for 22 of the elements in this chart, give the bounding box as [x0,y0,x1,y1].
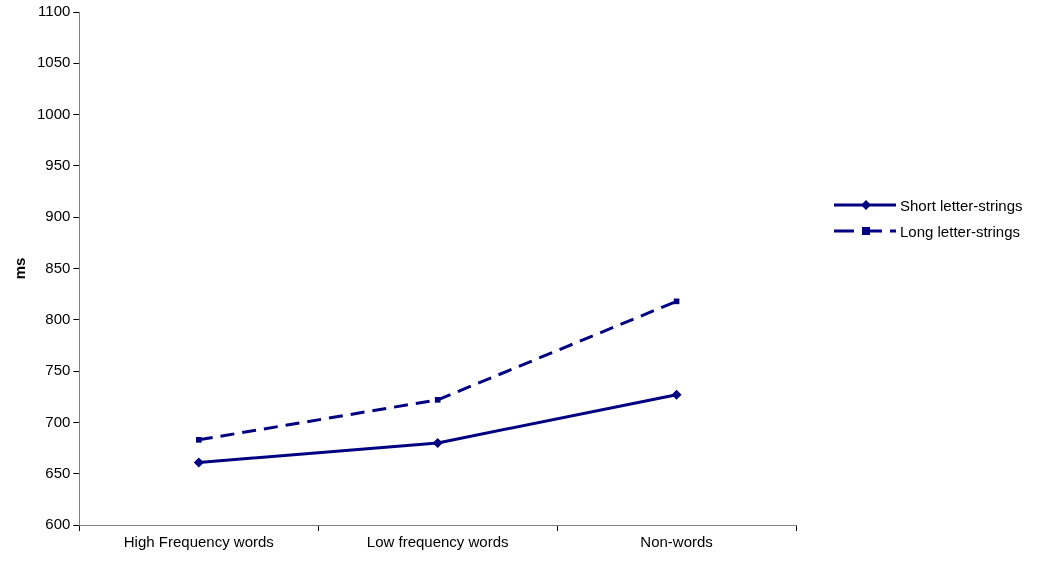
y-tick-label: 1050 [36,53,71,71]
y-tick-label: 950 [45,156,71,174]
point [434,397,441,403]
x-tick-label: High Frequency words [123,533,274,551]
y-tick-label: 650 [45,463,71,481]
y-tick-label: 800 [45,309,71,327]
y-tick-label: 900 [45,207,71,225]
x-tick-label: Low frequency words [366,533,509,551]
legend-label: Short letter-strings [900,196,1023,214]
y-tick-label: 600 [45,515,71,533]
y-tick-label: 1000 [36,104,71,122]
x-tick-label: Non-words [640,533,713,551]
point [193,457,204,468]
y-tick-label: 700 [45,412,71,430]
point [671,389,682,400]
legend-label: Long letter-strings [900,222,1021,240]
point [432,437,443,448]
y-tick-label: 1100 [38,2,71,20]
y-axis-title: ms [11,257,29,280]
y-tick-label: 750 [45,361,71,379]
point [195,437,202,443]
y-tick-label: 850 [45,258,71,276]
